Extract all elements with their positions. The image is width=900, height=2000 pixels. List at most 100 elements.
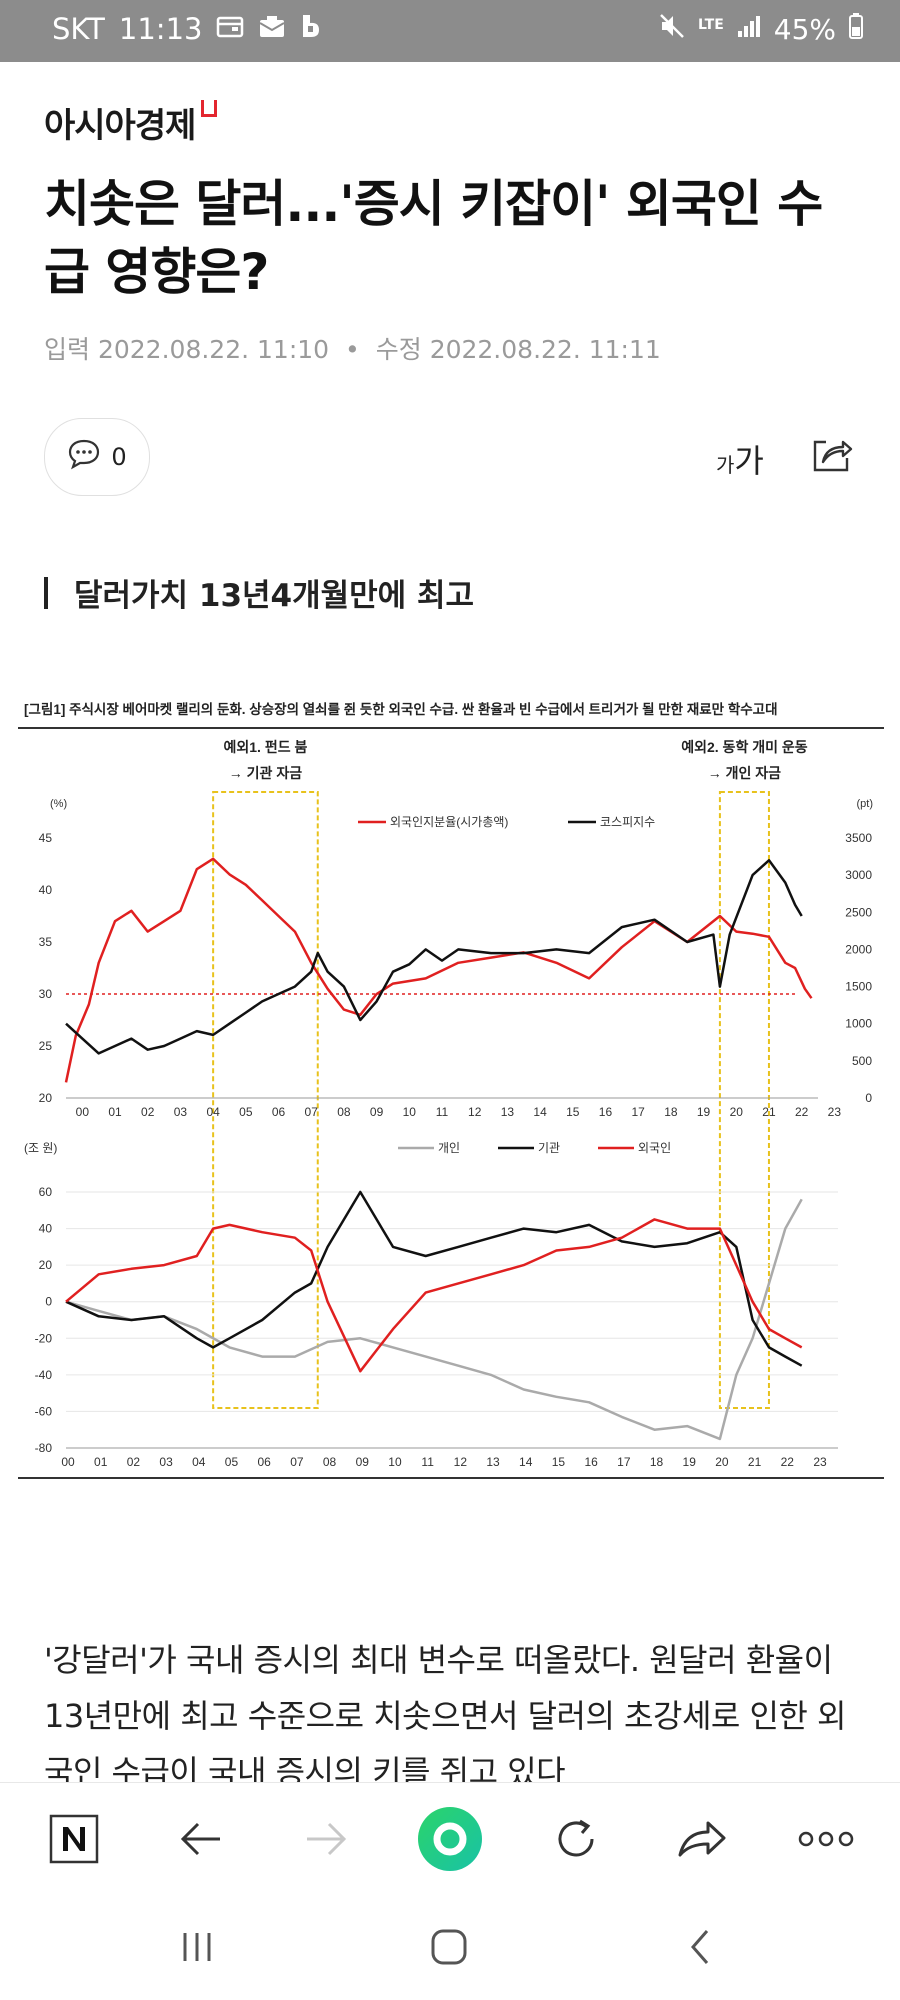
y-right-tick-label: 3000 [845, 868, 872, 882]
recent-apps-button[interactable] [137, 1894, 257, 2000]
back-button[interactable] [151, 1783, 251, 1895]
network-label: LTE [698, 16, 724, 33]
article-chart[interactable]: [그림1] 주식시장 베어마켓 랠리의 둔화. 상승장의 열쇠를 쥔 듯한 외국… [18, 690, 884, 1480]
comment-button[interactable]: 0 [44, 418, 150, 496]
naver-home-button[interactable] [24, 1783, 124, 1895]
chart-title: [그림1] 주식시장 베어마켓 랠리의 둔화. 상승장의 열쇠를 쥔 듯한 외국… [24, 701, 778, 717]
article-headline: 치솟은 달러...'증시 키잡이' 외국인 수급 영향은? [44, 175, 823, 301]
x-tick-label: 19 [683, 1455, 697, 1469]
y-tick-label: -80 [35, 1441, 53, 1455]
x-tick-label: 16 [584, 1455, 598, 1469]
system-nav-bar [0, 1894, 900, 2000]
x-tick-label: 10 [403, 1105, 417, 1119]
y-right-tick-label: 1000 [845, 1017, 872, 1031]
legend-label: 기관 [538, 1141, 560, 1155]
article-meta: 입력 2022.08.22. 11:10 • 수정 2022.08.22. 11… [44, 330, 661, 366]
font-size-large-label: 가 [734, 442, 764, 480]
x-tick-label: 00 [76, 1105, 90, 1119]
share-arrow-icon [678, 1821, 726, 1857]
x-tick-label: 05 [239, 1105, 253, 1119]
home-icon [431, 1929, 467, 1965]
carrier-label: SKT [52, 12, 105, 46]
y-tick-label: -60 [35, 1404, 53, 1418]
y-tick-label: 20 [39, 1258, 53, 1272]
right-axis-unit: (pt) [857, 798, 874, 810]
y-tick-label: 30 [39, 987, 53, 1001]
x-tick-label: 23 [828, 1105, 842, 1119]
y-right-tick-label: 3500 [845, 831, 872, 845]
system-back-button[interactable] [640, 1894, 760, 2000]
x-tick-label: 02 [127, 1455, 141, 1469]
left-axis-unit: (%) [50, 798, 67, 810]
x-tick-label: 10 [388, 1455, 402, 1469]
axis-unit: (조 원) [24, 1141, 57, 1155]
x-tick-label: 18 [650, 1455, 664, 1469]
share-button[interactable] [810, 432, 854, 476]
x-tick-label: 15 [552, 1455, 566, 1469]
subheading-text: 달러가치 13년4개월만에 최고 [74, 578, 475, 614]
home-button[interactable] [389, 1894, 509, 2000]
y-tick-label: 40 [39, 1222, 53, 1236]
clock: 11:13 [118, 12, 203, 46]
signal-icon [736, 13, 762, 46]
battery-icon [848, 12, 864, 47]
chart-plots: 예외1. 펀드 붐 → 기관 자금 예외2. 동학 개미 운동 → 개인 자금 (%) (… [24, 739, 873, 1469]
x-tick-label: 18 [664, 1105, 678, 1119]
y-tick-label: 20 [39, 1091, 53, 1105]
edit-label: 수정 [375, 335, 422, 364]
more-button[interactable] [776, 1783, 876, 1895]
y-tick-label: 0 [45, 1295, 52, 1309]
x-tick-label: 14 [519, 1455, 533, 1469]
publisher-name: 아시아경제 [44, 106, 196, 146]
x-tick-label: 05 [225, 1455, 239, 1469]
y-tick-label: 40 [39, 883, 53, 897]
x-tick-label: 09 [370, 1105, 384, 1119]
comment-count: 0 [111, 443, 127, 471]
y-tick-label: 45 [39, 831, 53, 845]
x-tick-label: 20 [730, 1105, 744, 1119]
publisher-logo[interactable]: 아시아경제 [44, 98, 218, 147]
y-right-tick-label: 500 [852, 1054, 872, 1068]
status-bar: SKT 11:13 LTE 45% [0, 0, 900, 62]
battery-percent: 45% [773, 13, 836, 46]
annotation-label: → 기관 자금 [229, 765, 302, 781]
recent-apps-icon [183, 1933, 211, 1961]
arrow-left-icon [180, 1822, 220, 1856]
y-right-tick-label: 2500 [845, 905, 872, 919]
y-tick-label: 60 [39, 1185, 53, 1199]
x-tick-label: 07 [290, 1455, 304, 1469]
font-size-button[interactable]: 가가 [716, 436, 764, 482]
x-tick-label: 13 [501, 1105, 515, 1119]
series-line [65, 1190, 803, 1367]
x-tick-label: 17 [617, 1455, 631, 1469]
x-tick-label: 01 [108, 1105, 122, 1119]
band-app-icon [300, 12, 322, 46]
green-dot-icon [418, 1807, 482, 1871]
input-label: 입력 [44, 335, 91, 364]
y-tick-label: -20 [35, 1331, 53, 1345]
arrow-right-icon [307, 1822, 347, 1856]
refresh-button[interactable] [526, 1783, 626, 1895]
article-body: '강달러'가 국내 증시의 최대 변수로 떠올랐다. 원달러 환율이 13년만에… [44, 1641, 846, 1791]
x-tick-label: 12 [468, 1105, 482, 1119]
annotation-label: 예외2. 동학 개미 운동 [681, 739, 808, 755]
series-line [65, 1218, 803, 1373]
x-tick-label: 11 [436, 1105, 449, 1119]
x-tick-label: 22 [795, 1105, 809, 1119]
x-tick-label: 06 [257, 1455, 271, 1469]
more-dots-icon [798, 1831, 854, 1847]
y-right-tick-label: 0 [865, 1091, 872, 1105]
green-dot-button[interactable] [400, 1783, 500, 1895]
x-tick-label: 04 [192, 1455, 206, 1469]
browser-toolbar [0, 1782, 900, 1895]
forward-button[interactable] [276, 1783, 376, 1895]
legend-label: 외국인지분율(시가총액) [390, 815, 508, 829]
wallet-icon [216, 12, 244, 46]
article-subheading: 달러가치 13년4개월만에 최고 [44, 570, 474, 615]
share-page-button[interactable] [652, 1783, 752, 1895]
chart-figure: [그림1] 주식시장 베어마켓 랠리의 둔화. 상승장의 열쇠를 쥔 듯한 외국… [18, 701, 884, 1479]
series-line [65, 859, 803, 1055]
x-tick-label: 03 [174, 1105, 188, 1119]
comment-icon [67, 438, 101, 476]
share-icon [813, 440, 853, 472]
